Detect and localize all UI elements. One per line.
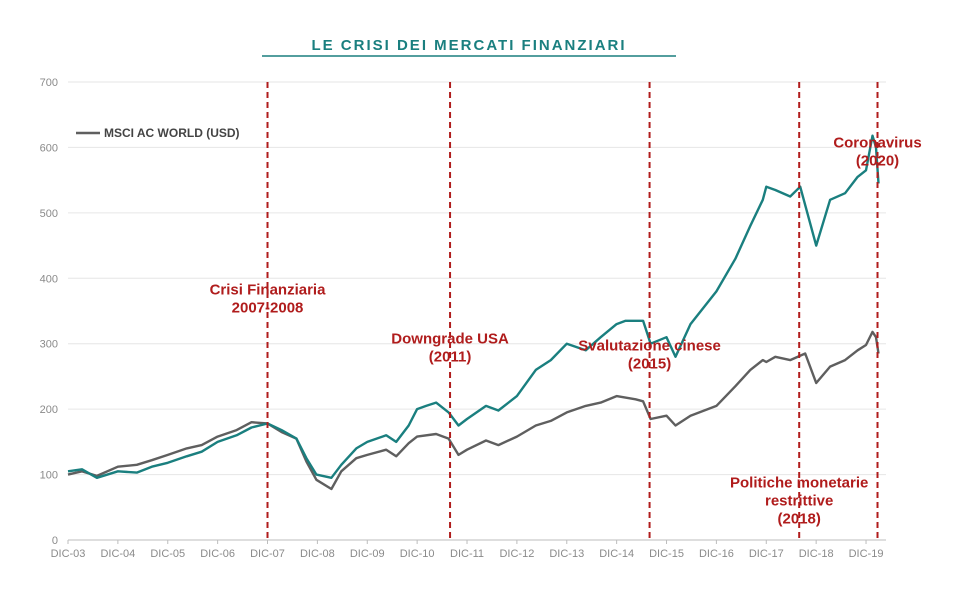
x-tick-label: DIC-08 [300, 548, 335, 560]
x-tick-label: DIC-05 [150, 548, 185, 560]
annotation-label: Crisi Finanziaria [210, 282, 327, 299]
x-tick-label: DIC-19 [849, 548, 884, 560]
x-tick-label: DIC-12 [499, 548, 534, 560]
x-tick-label: DIC-09 [350, 548, 385, 560]
y-tick-label: 0 [52, 535, 58, 547]
annotation-label: (2018) [778, 511, 821, 528]
y-tick-label: 700 [40, 77, 58, 89]
y-tick-label: 200 [40, 404, 58, 416]
x-tick-label: DIC-11 [450, 548, 484, 560]
event-lines [266, 82, 879, 540]
y-tick-label: 400 [40, 273, 58, 285]
x-tick-label: DIC-18 [799, 548, 834, 560]
x-tick-label: DIC-15 [649, 548, 684, 560]
annotation-label: (2011) [429, 349, 472, 366]
series-lines [67, 134, 880, 491]
annotation-label: 2007-2008 [232, 300, 304, 317]
x-axis: DIC-03 DIC-04 DIC-05 DIC-06 DIC-07 DIC-08 DIC-… [51, 540, 884, 560]
series-line-0 [67, 330, 880, 491]
x-tick-label: DIC-04 [100, 548, 135, 560]
y-tick-label: 600 [40, 142, 58, 154]
y-tick-label: 100 [40, 470, 58, 482]
annotation-label: (2015) [628, 355, 671, 372]
series-line-1 [67, 134, 880, 479]
x-tick-label: DIC-10 [400, 548, 435, 560]
x-tick-label: DIC-06 [200, 548, 235, 560]
legend-label: MSCI AC WORLD (USD) [104, 126, 240, 140]
annotation-label: Politiche monetarie [730, 475, 868, 492]
x-tick-label: DIC-13 [549, 548, 584, 560]
grid [68, 81, 886, 541]
y-axis: 0 100 200 300 400 500 600 700 [40, 77, 58, 547]
annotation-label: Coronavirus [833, 134, 921, 151]
x-tick-label: DIC-14 [599, 548, 634, 560]
annotation-label: Svalutazione cinese [578, 337, 721, 354]
annotation-label: Downgrade USA [391, 331, 509, 348]
x-tick-label: DIC-17 [749, 548, 784, 560]
x-tick-label: DIC-07 [250, 548, 285, 560]
y-tick-label: 300 [40, 339, 58, 351]
x-tick-label: DIC-03 [51, 548, 86, 560]
chart-title: LE CRISI DEI MERCATI FINANZIARI [311, 37, 626, 54]
annotation-label: (2020) [856, 152, 899, 169]
x-tick-label: DIC-16 [699, 548, 734, 560]
legend: MSCI AC WORLD (USD) [76, 126, 240, 140]
annotation-label: restrittive [765, 493, 833, 510]
y-tick-label: 500 [40, 208, 58, 220]
